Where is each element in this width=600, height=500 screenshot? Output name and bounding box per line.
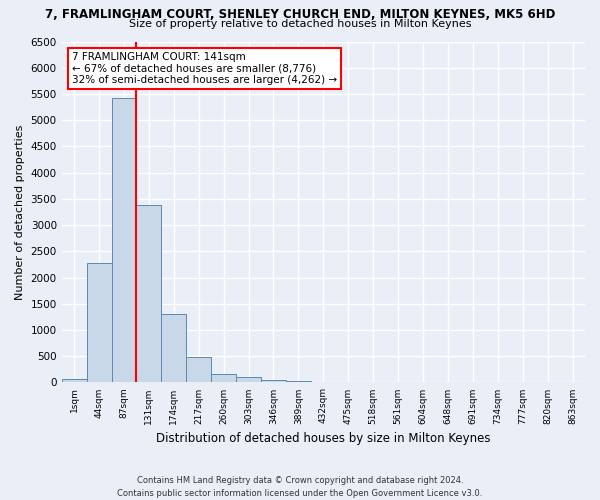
Bar [261,380,286,382]
Bar [62,380,86,382]
Bar [236,378,261,382]
Text: 7 FRAMLINGHAM COURT: 141sqm
← 67% of detached houses are smaller (8,776)
32% of : 7 FRAMLINGHAM COURT: 141sqm ← 67% of det… [72,52,337,85]
Bar [211,374,236,382]
Bar [136,204,161,382]
Bar [186,358,211,382]
Text: Contains HM Land Registry data © Crown copyright and database right 2024.
Contai: Contains HM Land Registry data © Crown c… [118,476,482,498]
Bar [161,314,186,382]
Bar [86,263,112,382]
Text: 7, FRAMLINGHAM COURT, SHENLEY CHURCH END, MILTON KEYNES, MK5 6HD: 7, FRAMLINGHAM COURT, SHENLEY CHURCH END… [45,8,555,20]
Text: Size of property relative to detached houses in Milton Keynes: Size of property relative to detached ho… [129,19,471,29]
Y-axis label: Number of detached properties: Number of detached properties [15,124,25,300]
Bar [286,381,311,382]
Bar [112,98,136,383]
X-axis label: Distribution of detached houses by size in Milton Keynes: Distribution of detached houses by size … [156,432,491,445]
